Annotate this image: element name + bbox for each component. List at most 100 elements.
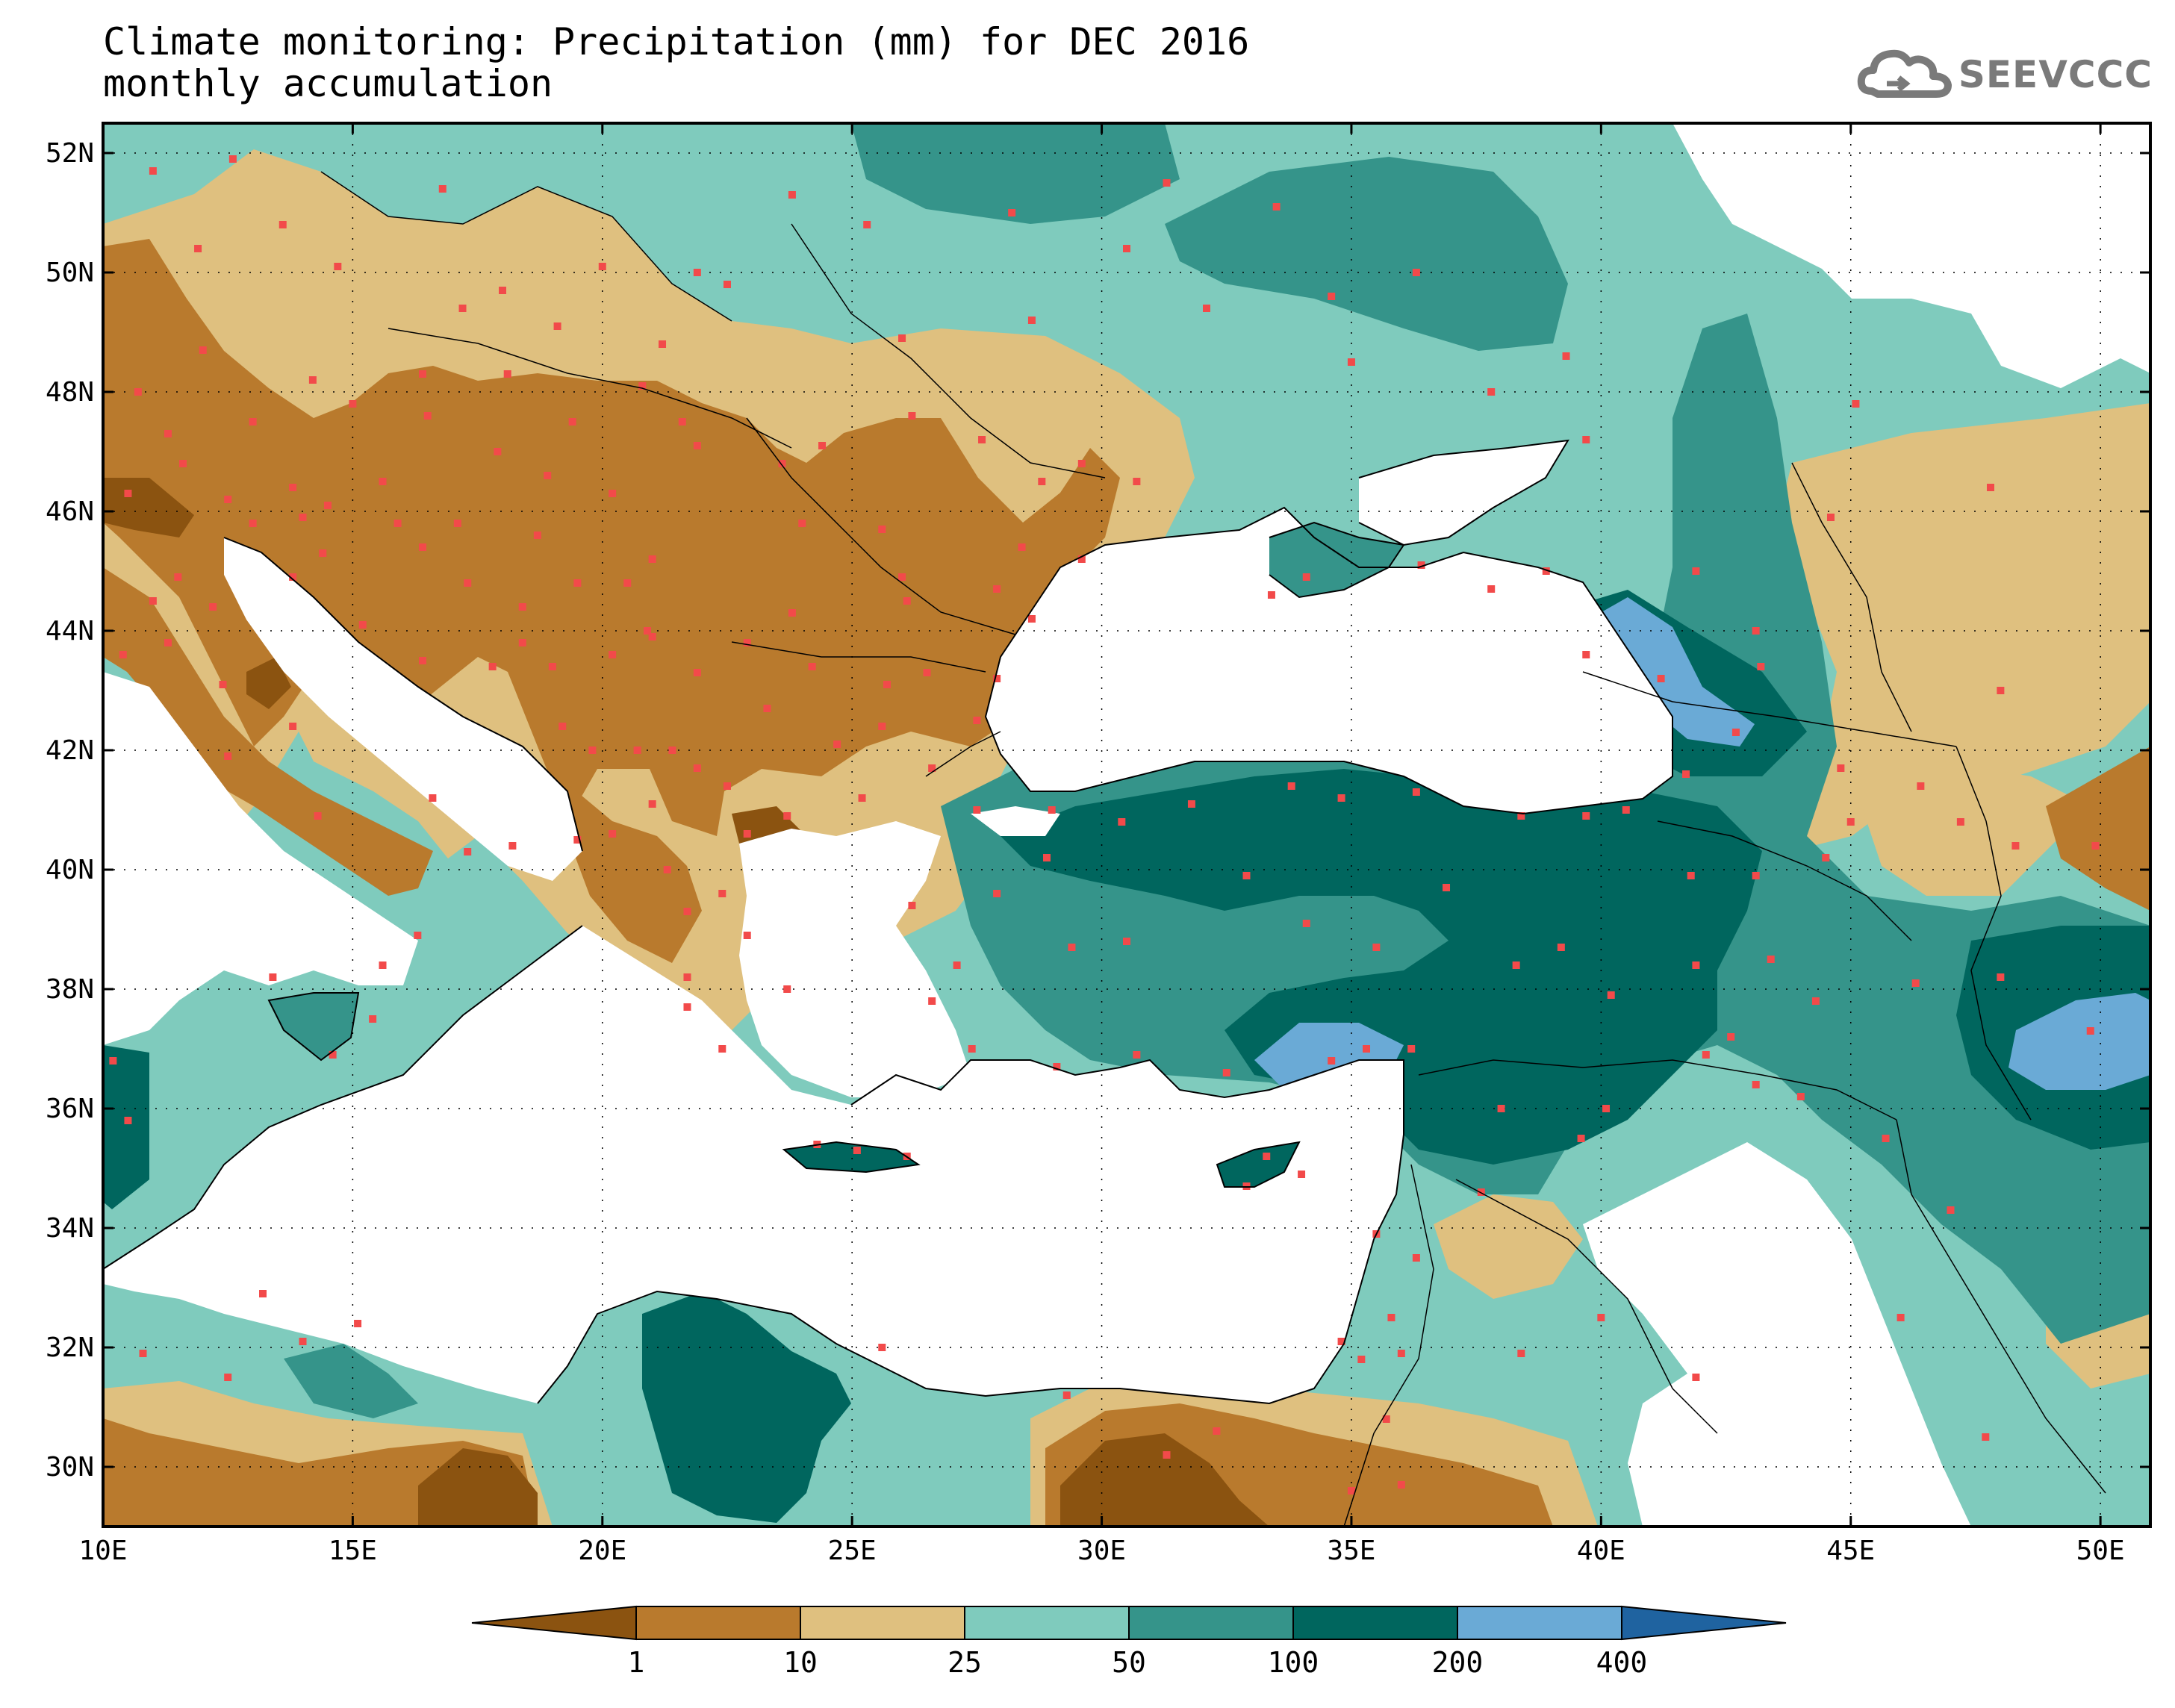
station-marker xyxy=(164,430,172,437)
station-marker xyxy=(164,639,172,646)
station-marker xyxy=(548,663,556,670)
station-marker xyxy=(1328,1057,1336,1065)
station-marker xyxy=(224,752,232,760)
station-marker xyxy=(319,549,327,557)
station-marker xyxy=(179,460,187,467)
station-marker xyxy=(878,723,886,730)
country-borders xyxy=(320,171,2106,1527)
station-marker xyxy=(1727,1033,1735,1041)
station-marker xyxy=(249,520,257,527)
station-marker xyxy=(1517,1350,1525,1357)
station-marker xyxy=(683,908,691,915)
station-marker xyxy=(568,418,576,426)
station-marker xyxy=(1027,615,1036,623)
station-marker xyxy=(858,794,866,802)
axis-ticks: 10E 15E 20E 25E 30E 35E 40E 45E 50E 30N 32N 34N 36N 3… xyxy=(46,123,2150,1566)
station-marker xyxy=(1397,1350,1405,1357)
region-lt1-libya xyxy=(418,1448,538,1527)
station-marker xyxy=(1517,812,1525,820)
lon-tick-label: 35E xyxy=(1327,1536,1375,1566)
station-marker xyxy=(369,1015,377,1023)
station-marker xyxy=(993,890,1001,897)
station-marker xyxy=(503,370,511,378)
station-marker xyxy=(923,669,931,676)
station-marker xyxy=(209,603,217,611)
lat-tick-label: 36N xyxy=(46,1094,94,1124)
marmara-sea xyxy=(971,806,1060,836)
station-marker xyxy=(928,764,936,772)
station-marker xyxy=(299,514,307,521)
colorbar-label: 200 xyxy=(1432,1646,1484,1679)
station-marker xyxy=(1397,1481,1405,1489)
station-marker xyxy=(1267,591,1275,599)
station-marker xyxy=(354,1320,362,1327)
station-marker xyxy=(683,1003,691,1011)
station-marker xyxy=(149,167,157,175)
title-line-1: Climate monitoring: Precipitation (mm) f… xyxy=(103,20,1250,63)
station-marker xyxy=(743,830,751,838)
station-marker xyxy=(1692,567,1700,575)
station-marker xyxy=(1767,956,1775,963)
station-marker xyxy=(308,376,317,384)
station-marker xyxy=(1982,1433,1990,1441)
station-marker xyxy=(1053,1063,1061,1070)
black-sea xyxy=(986,508,1673,814)
station-marker xyxy=(648,555,656,563)
station-marker xyxy=(693,269,701,276)
station-marker xyxy=(1068,944,1076,951)
station-marker xyxy=(1687,872,1695,879)
station-marker xyxy=(1038,478,1046,485)
station-marker xyxy=(878,1344,886,1351)
station-marker xyxy=(494,448,502,455)
colorbar-swatch xyxy=(1128,1606,1294,1640)
station-marker xyxy=(544,472,552,479)
station-marker xyxy=(898,573,906,581)
station-marker xyxy=(1008,209,1016,216)
station-marker xyxy=(968,1045,976,1053)
station-marker xyxy=(1337,794,1345,802)
station-marker xyxy=(1387,1314,1395,1321)
station-marker xyxy=(379,478,387,485)
lon-tick-label: 10E xyxy=(78,1536,127,1566)
lat-tick-label: 34N xyxy=(46,1213,94,1244)
station-marker xyxy=(928,997,936,1005)
station-marker xyxy=(643,627,651,635)
lon-tick-label: 20E xyxy=(578,1536,626,1566)
logo-text: SEEVCCC xyxy=(1958,53,2153,96)
region-lt1-a xyxy=(246,657,291,709)
station-marker xyxy=(1298,1171,1306,1178)
station-marker xyxy=(1163,179,1171,187)
station-marker xyxy=(1752,872,1760,879)
station-marker xyxy=(124,1117,132,1124)
colorbar-swatch xyxy=(1292,1606,1458,1640)
station-marker xyxy=(973,717,981,724)
station-marker xyxy=(1412,269,1420,276)
station-marker xyxy=(953,961,961,969)
station-marker xyxy=(1896,1314,1905,1321)
station-marker xyxy=(1682,770,1690,778)
station-marker xyxy=(2091,842,2100,850)
station-marker xyxy=(598,263,606,270)
station-marker xyxy=(1882,1135,1890,1142)
station-marker xyxy=(609,651,617,658)
station-marker xyxy=(1263,1153,1271,1160)
station-marker xyxy=(299,1338,307,1345)
station-marker xyxy=(1826,514,1835,521)
station-marker xyxy=(718,890,726,897)
station-marker xyxy=(1347,358,1355,366)
adriatic-sea xyxy=(224,537,582,881)
lon-tick-label: 15E xyxy=(329,1536,377,1566)
station-marker xyxy=(1542,567,1550,575)
station-marker xyxy=(199,346,207,354)
station-marker xyxy=(609,490,617,497)
station-marker xyxy=(1852,400,1860,408)
lat-tick-label: 44N xyxy=(46,616,94,646)
station-marker xyxy=(228,155,237,163)
colorbar-swatch xyxy=(964,1606,1130,1640)
region-100-200-turkey xyxy=(1001,769,1762,1165)
station-marker xyxy=(623,579,632,587)
lat-tick-label: 40N xyxy=(46,855,94,885)
station-marker xyxy=(429,794,437,802)
colorbar-label: 400 xyxy=(1596,1646,1648,1679)
station-marker xyxy=(194,245,202,252)
